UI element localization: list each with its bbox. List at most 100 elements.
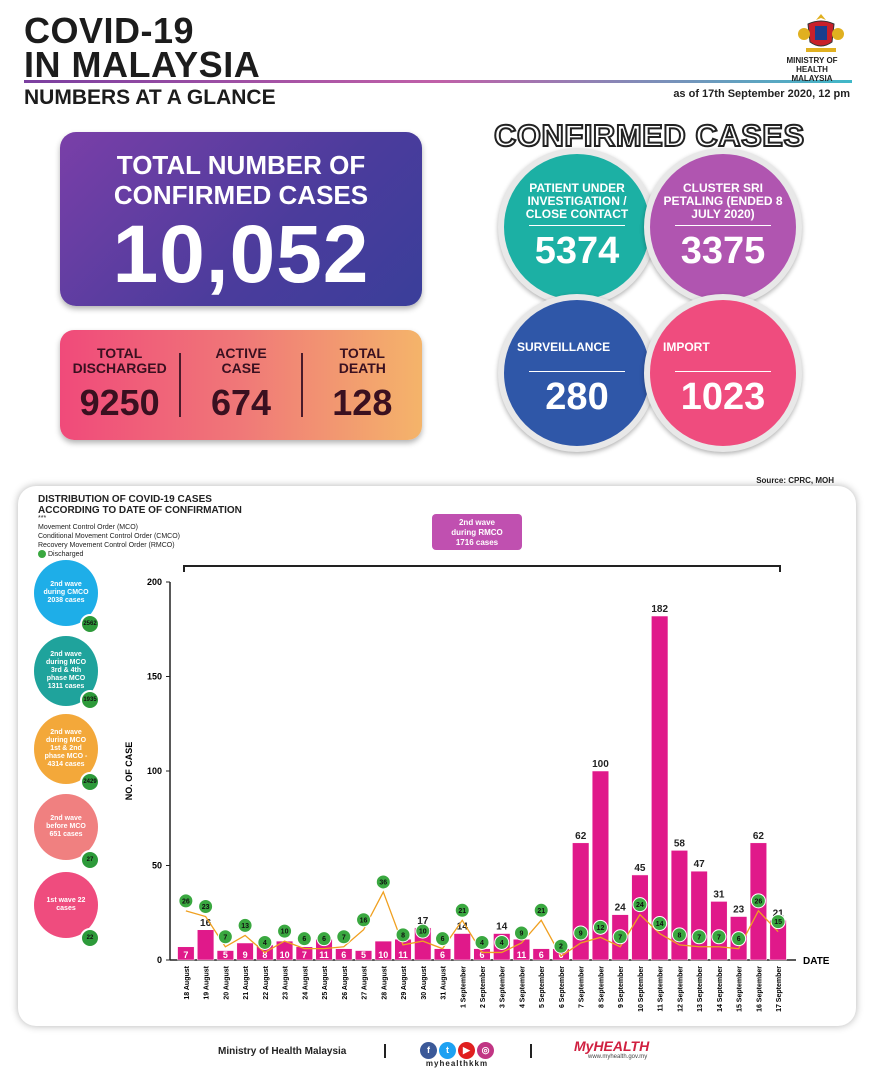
bar-value-label: 24 (615, 903, 627, 914)
twitter-icon[interactable]: t (439, 1042, 456, 1059)
x-tick-label: 3 September (500, 966, 507, 1008)
bar (670, 850, 688, 961)
rmco-line-2: during RMCO (451, 528, 503, 537)
x-tick-label: 20 August (223, 965, 230, 999)
x-tick-label: 2 September (480, 966, 487, 1008)
x-tick-label: 17 September (776, 966, 783, 1012)
discharged-value-label: 8 (401, 932, 405, 939)
discharged-value-label: 26 (182, 898, 190, 905)
ministry-line-2: MALAYSIA (791, 74, 833, 83)
circle-rule (675, 371, 771, 372)
ministry-line-1: MINISTRY OF HEALTH (786, 56, 838, 74)
bar-value-label: 7 (302, 950, 307, 960)
x-tick-label: 6 September (559, 966, 566, 1008)
discharged-marker (336, 929, 352, 945)
rmco-wave-box: 2nd wave during RMCO 1716 cases (432, 514, 522, 550)
bar-value-label: 16 (200, 918, 212, 929)
legend-discharged-label: Discharged (48, 551, 84, 558)
title-line-1: COVID-19 (24, 10, 195, 51)
bar-value-label: 6 (479, 950, 484, 960)
discharged-marker (612, 929, 628, 945)
stat-value: 674 (210, 382, 272, 423)
discharged-marker (770, 914, 786, 930)
x-tick-label: 25 August (322, 965, 329, 999)
y-tick-label: 0 (157, 955, 162, 965)
stats-card: TOTAL DISCHARGED 9250 ACTIVE CASE 674 TO… (60, 330, 422, 440)
bar-value-label: 14 (457, 922, 469, 933)
discharged-value-label: 16 (360, 917, 368, 924)
discharged-value-label: 24 (636, 902, 644, 909)
social-links: f t ▶ ◎ myhealthkkm (414, 1040, 500, 1068)
x-tick-label: 19 August (204, 965, 211, 999)
bar-value-label: 6 (440, 950, 445, 960)
total-cases-label: TOTAL NUMBER OF CONFIRMED CASES (60, 150, 422, 210)
legend-stars: *** (38, 515, 47, 522)
as-of-date: as of 17th September 2020, 12 pm (673, 88, 850, 100)
bar-value-label: 58 (674, 838, 686, 849)
circle-rule (675, 225, 771, 226)
facebook-icon[interactable]: f (420, 1042, 437, 1059)
x-tick-label: 26 August (342, 965, 349, 999)
stat-active: ACTIVE CASE 674 (181, 346, 300, 424)
stat-discharged: TOTAL DISCHARGED 9250 (60, 346, 179, 424)
discharged-value-label: 7 (618, 934, 622, 941)
social-handle: myhealthkkm (425, 1059, 489, 1068)
discharged-marker (356, 912, 372, 928)
discharged-value-label: 21 (458, 908, 466, 915)
discharged-value-label: 23 (202, 904, 210, 911)
discharged-value-label: 4 (500, 940, 504, 947)
wave-discharged-badge: 1935 (80, 690, 100, 710)
x-tick-label: 23 August (283, 965, 290, 999)
source-note: Source: CPRC, MOH (756, 476, 834, 485)
bar-value-label: 6 (539, 950, 544, 960)
panel-title: DISTRIBUTION OF COVID-19 CASES ACCORDING… (38, 494, 242, 516)
stat-label: ACTIVE (215, 345, 267, 361)
green-dot-icon (38, 550, 46, 559)
page-subtitle: NUMBERS AT A GLANCE (24, 86, 276, 109)
x-tick-label: 18 August (184, 965, 191, 999)
wave-before-mco: 2nd wave before MCO 651 cases (34, 794, 98, 860)
header-divider (24, 80, 852, 83)
x-tick-label: 27 August (362, 965, 369, 999)
bar-value-label: 11 (517, 950, 527, 960)
circle-value: 280 (545, 376, 609, 418)
discharged-marker (533, 902, 549, 918)
footer-divider (530, 1044, 532, 1058)
bar-value-label: 7 (183, 950, 188, 960)
wave-discharged-badge: 2429 (80, 772, 100, 792)
circle-value: 1023 (680, 376, 766, 418)
stat-value: 128 (332, 382, 393, 423)
confirmed-cases-heading: CONFIRMED CASES (493, 117, 805, 154)
stat-label: DEATH (338, 360, 386, 376)
bar (651, 615, 669, 961)
discharged-value-label: 10 (419, 929, 427, 936)
discharged-marker (671, 927, 687, 943)
bar-value-label: 62 (753, 831, 765, 842)
youtube-icon[interactable]: ▶ (458, 1042, 475, 1059)
instagram-icon[interactable]: ◎ (477, 1042, 494, 1059)
discharged-marker (711, 929, 727, 945)
discharged-marker (573, 925, 589, 941)
discharged-value-label: 7 (697, 934, 701, 941)
brand-url: www.myhealth.gov.my (588, 1054, 648, 1060)
circle-surveillance: SURVEILLANCE 280 (498, 294, 656, 452)
total-label-line-1: TOTAL NUMBER OF (116, 150, 366, 180)
discharged-value-label: 7 (342, 934, 346, 941)
discharged-marker (513, 925, 529, 941)
discharged-value-label: 13 (241, 923, 249, 930)
stat-value: 9250 (79, 382, 160, 423)
bar-value-label: 21 (773, 908, 785, 919)
divider (300, 353, 303, 417)
total-label-line-2: CONFIRMED CASES (113, 180, 369, 210)
discharged-line (185, 890, 779, 958)
rmco-line-3: 1716 cases (455, 538, 499, 547)
discharged-value-label: 8 (677, 932, 681, 939)
discharged-marker (652, 916, 668, 932)
discharged-value-label: 12 (597, 925, 605, 932)
discharged-marker (592, 919, 608, 935)
discharged-value-label: 36 (379, 879, 387, 886)
circle-import: IMPORT 1023 (644, 294, 802, 452)
x-tick-label: 31 August (441, 965, 448, 999)
x-tick-label: 29 August (401, 965, 408, 999)
page-title: COVID-19 IN MALAYSIA (24, 10, 260, 83)
